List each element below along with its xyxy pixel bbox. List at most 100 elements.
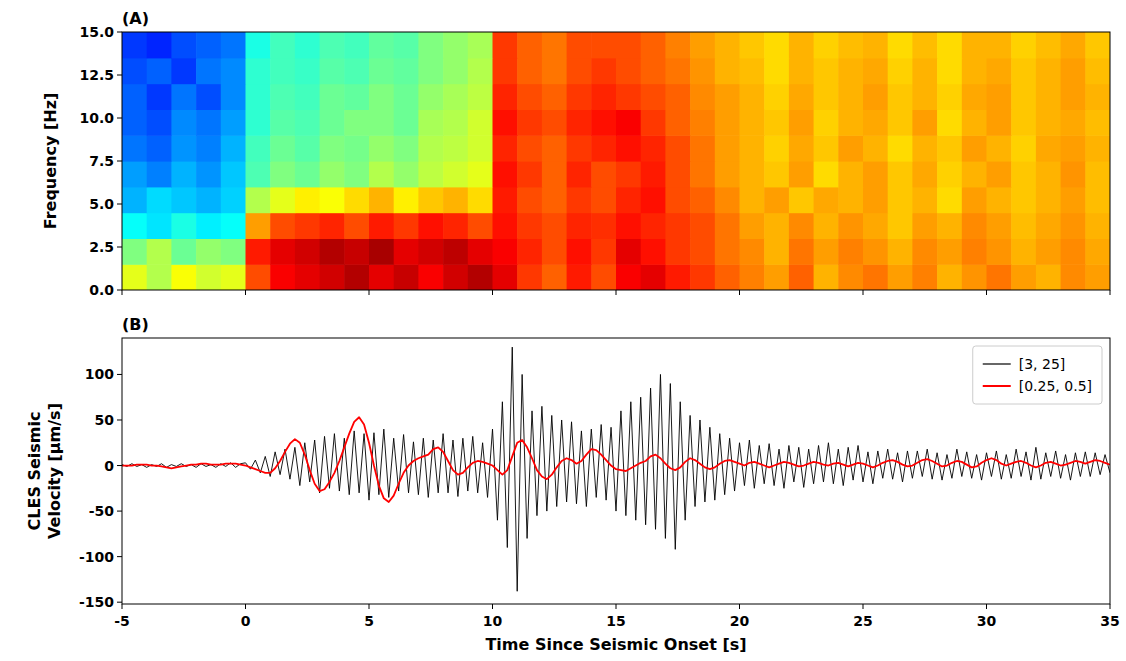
x-tick: [863, 290, 864, 295]
heat-cell: [517, 187, 542, 213]
heat-cell: [369, 58, 394, 84]
heat-cell: [1036, 109, 1061, 135]
heat-cell: [690, 32, 715, 58]
heat-cell: [740, 58, 765, 84]
heat-cell: [295, 238, 320, 264]
heat-cell: [764, 264, 789, 290]
heat-cell: [394, 109, 419, 135]
heat-cell: [196, 109, 221, 135]
x-tick: [122, 290, 123, 295]
heat-cell: [665, 264, 690, 290]
heat-cell: [814, 109, 839, 135]
heat-cell: [616, 187, 641, 213]
heat-cell: [962, 84, 987, 110]
heat-cell: [542, 187, 567, 213]
heat-cell: [838, 264, 863, 290]
heat-cell: [196, 135, 221, 161]
heat-cell: [912, 264, 937, 290]
heat-cell: [863, 161, 888, 187]
heat-cell: [147, 58, 172, 84]
heat-cell: [937, 161, 962, 187]
heat-cell: [665, 109, 690, 135]
heat-cell: [591, 84, 616, 110]
heat-cell: [962, 187, 987, 213]
heat-cell: [493, 187, 518, 213]
heat-cell: [1085, 213, 1110, 239]
heat-cell: [171, 32, 196, 58]
heat-cell: [987, 187, 1012, 213]
heat-cell: [789, 238, 814, 264]
x-tick: [863, 604, 864, 609]
heat-cell: [369, 187, 394, 213]
heat-cell: [320, 32, 345, 58]
heat-cell: [246, 187, 271, 213]
y-tick-label: 5.0: [89, 196, 114, 212]
heat-cell: [937, 58, 962, 84]
heat-cell: [418, 32, 443, 58]
heat-cell: [147, 238, 172, 264]
heat-cell: [665, 58, 690, 84]
heat-cell: [690, 264, 715, 290]
heat-cell: [764, 187, 789, 213]
heat-cell: [641, 84, 666, 110]
heat-cell: [591, 58, 616, 84]
heat-cell: [147, 84, 172, 110]
heat-cell: [468, 161, 493, 187]
heat-cell: [270, 187, 295, 213]
heat-cell: [468, 84, 493, 110]
heat-cell: [369, 84, 394, 110]
legend-label: [0.25, 0.5]: [1019, 378, 1092, 394]
heat-cell: [665, 187, 690, 213]
x-axis-title: Time Since Seismic Onset [s]: [485, 635, 746, 654]
heat-cell: [246, 58, 271, 84]
heat-cell: [740, 187, 765, 213]
heat-cell: [394, 238, 419, 264]
heat-cell: [567, 109, 592, 135]
heat-cell: [715, 58, 740, 84]
heat-cell: [912, 32, 937, 58]
heat-cell: [1085, 109, 1110, 135]
heat-cell: [616, 32, 641, 58]
heat-cell: [888, 84, 913, 110]
heat-cell: [764, 84, 789, 110]
heat-cell: [270, 264, 295, 290]
heat-cell: [591, 238, 616, 264]
heat-cell: [493, 264, 518, 290]
heat-cell: [591, 135, 616, 161]
heat-cell: [863, 135, 888, 161]
heat-cell: [1061, 238, 1086, 264]
heat-cell: [1036, 213, 1061, 239]
heat-cell: [171, 264, 196, 290]
heat-cell: [221, 32, 246, 58]
heat-cell: [1036, 238, 1061, 264]
heat-cell: [443, 32, 468, 58]
x-tick: [1110, 604, 1111, 609]
legend-box: [973, 346, 1102, 404]
heat-cell: [221, 187, 246, 213]
heat-cell: [344, 58, 369, 84]
heat-cell: [665, 161, 690, 187]
heat-cell: [641, 58, 666, 84]
heat-cell: [838, 109, 863, 135]
heat-cell: [418, 264, 443, 290]
y-tick: [117, 419, 122, 420]
y-tick-label: 50: [95, 412, 115, 428]
heat-cell: [690, 109, 715, 135]
heat-cell: [814, 187, 839, 213]
heat-cell: [517, 213, 542, 239]
heat-cell: [838, 187, 863, 213]
heat-cell: [468, 264, 493, 290]
heat-cell: [641, 32, 666, 58]
heat-cell: [1011, 109, 1036, 135]
heat-cell: [122, 213, 147, 239]
heat-cell: [641, 187, 666, 213]
heat-cell: [295, 187, 320, 213]
heat-cell: [246, 264, 271, 290]
heat-cell: [616, 213, 641, 239]
heat-cell: [542, 161, 567, 187]
heat-cell: [295, 135, 320, 161]
heat-cell: [912, 109, 937, 135]
heat-cell: [1085, 238, 1110, 264]
heat-cell: [418, 187, 443, 213]
heat-cell: [641, 161, 666, 187]
